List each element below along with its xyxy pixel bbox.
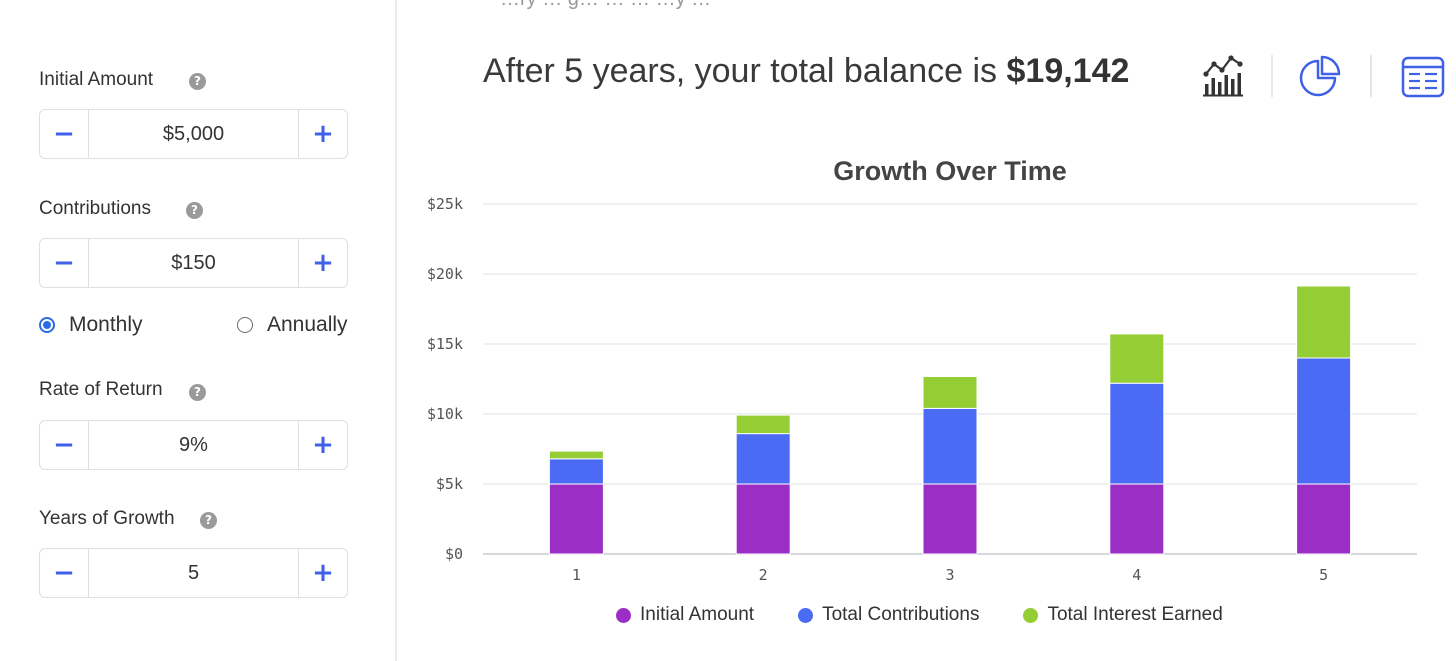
y-tick-label: $25k (427, 195, 463, 213)
legend-item-initial-amount[interactable]: Initial Amount (616, 604, 754, 626)
x-tick-label: 5 (1319, 566, 1328, 584)
rate-of-return-decrement-button[interactable]: − (40, 421, 89, 469)
annually-radio-label: Annually (267, 313, 348, 336)
chart-legend: Initial Amount Total Contributions Total… (616, 604, 1267, 626)
initial-amount-help-icon[interactable]: ? (189, 73, 206, 90)
initial-amount-label: Initial Amount (39, 69, 154, 90)
rate-of-return-input[interactable]: 9% (179, 434, 208, 456)
contributions-increment-button[interactable]: + (298, 239, 347, 287)
calculator-inputs-panel: Initial Amount ? − $5,000 + Contribution… (0, 0, 397, 661)
bar-segment (1296, 483, 1352, 555)
bar-segment (735, 414, 791, 435)
x-tick-label: 2 (759, 566, 768, 584)
bar-segment (1109, 483, 1165, 555)
bar-segment (548, 458, 604, 485)
rate-of-return-label-row: Rate of Return (39, 379, 163, 401)
legend-dot-total-interest-earned (1023, 607, 1039, 623)
view-toggle-divider (1271, 55, 1273, 97)
bar-segment (735, 483, 791, 555)
frequency-monthly-radio[interactable]: Monthly (39, 313, 143, 337)
legend-label: Initial Amount (640, 604, 755, 625)
rate-of-return-stepper: − 9% + (39, 420, 348, 470)
bar-segment (548, 450, 604, 460)
contributions-stepper: − $150 + (39, 238, 348, 288)
monthly-radio-circle[interactable] (39, 317, 55, 333)
y-tick-label: $15k (427, 335, 463, 353)
years-of-growth-label: Years of Growth (39, 508, 175, 529)
y-tick-label: $5k (436, 475, 463, 493)
initial-amount-label-row: Initial Amount (39, 69, 153, 91)
bar-segment (735, 433, 791, 485)
bar-chart-icon[interactable] (1196, 52, 1246, 102)
x-tick-label: 3 (945, 566, 954, 584)
annually-radio-circle[interactable] (237, 317, 253, 333)
monthly-radio-label: Monthly (69, 313, 143, 336)
bar-segment (922, 375, 978, 409)
bar-segment (1296, 357, 1352, 485)
bar-segment (1109, 333, 1165, 384)
years-of-growth-decrement-button[interactable]: − (40, 549, 89, 597)
initial-amount-increment-button[interactable]: + (298, 110, 347, 158)
legend-dot-total-contributions (798, 607, 814, 623)
rate-of-return-label: Rate of Return (39, 379, 163, 400)
cropped-top-text: …ry … g… … … …y … (500, 0, 711, 11)
y-tick-label: $0 (445, 545, 463, 563)
years-of-growth-help-icon[interactable]: ? (200, 512, 217, 529)
years-of-growth-stepper: − 5 + (39, 548, 348, 598)
table-icon[interactable] (1396, 52, 1446, 102)
legend-item-total-interest-earned[interactable]: Total Interest Earned (1023, 604, 1223, 626)
chart-title: Growth Over Time (833, 156, 1067, 186)
x-tick-label: 4 (1132, 566, 1141, 584)
legend-item-total-contributions[interactable]: Total Contributions (798, 604, 979, 626)
years-of-growth-increment-button[interactable]: + (298, 549, 347, 597)
initial-amount-decrement-button[interactable]: − (40, 110, 89, 158)
legend-dot-initial-amount (616, 607, 631, 623)
initial-amount-stepper: − $5,000 + (39, 109, 348, 159)
balance-summary-prefix: After 5 years, your total balance is (483, 52, 998, 90)
rate-of-return-increment-button[interactable]: + (298, 421, 347, 469)
bar-segment (1296, 285, 1352, 359)
bar-segment (922, 407, 978, 485)
rate-of-return-help-icon[interactable]: ? (189, 384, 206, 401)
y-tick-label: $10k (427, 405, 463, 423)
x-tick-label: 1 (572, 566, 581, 584)
bar-segment (1109, 382, 1165, 485)
contributions-input[interactable]: $150 (171, 252, 216, 274)
contributions-label: Contributions (39, 198, 151, 219)
contributions-label-row: Contributions (39, 198, 151, 220)
bar-segment (548, 483, 604, 555)
bar-segment (922, 483, 978, 555)
initial-amount-input[interactable]: $5,000 (162, 123, 225, 145)
years-of-growth-label-row: Years of Growth (39, 508, 175, 530)
legend-label: Total Interest Earned (1047, 604, 1223, 625)
pie-chart-icon[interactable] (1296, 52, 1346, 102)
years-of-growth-input[interactable]: 5 (187, 562, 200, 584)
frequency-annually-radio[interactable]: Annually (237, 313, 348, 337)
y-tick-label: $20k (427, 265, 463, 283)
contributions-decrement-button[interactable]: − (40, 239, 89, 287)
balance-summary: After 5 years, your total balance is $19… (483, 52, 1129, 91)
total-balance-amount: $19,142 (1006, 52, 1130, 90)
view-toggle-divider (1370, 55, 1372, 97)
legend-label: Total Contributions (822, 604, 980, 625)
contributions-help-icon[interactable]: ? (186, 202, 203, 219)
